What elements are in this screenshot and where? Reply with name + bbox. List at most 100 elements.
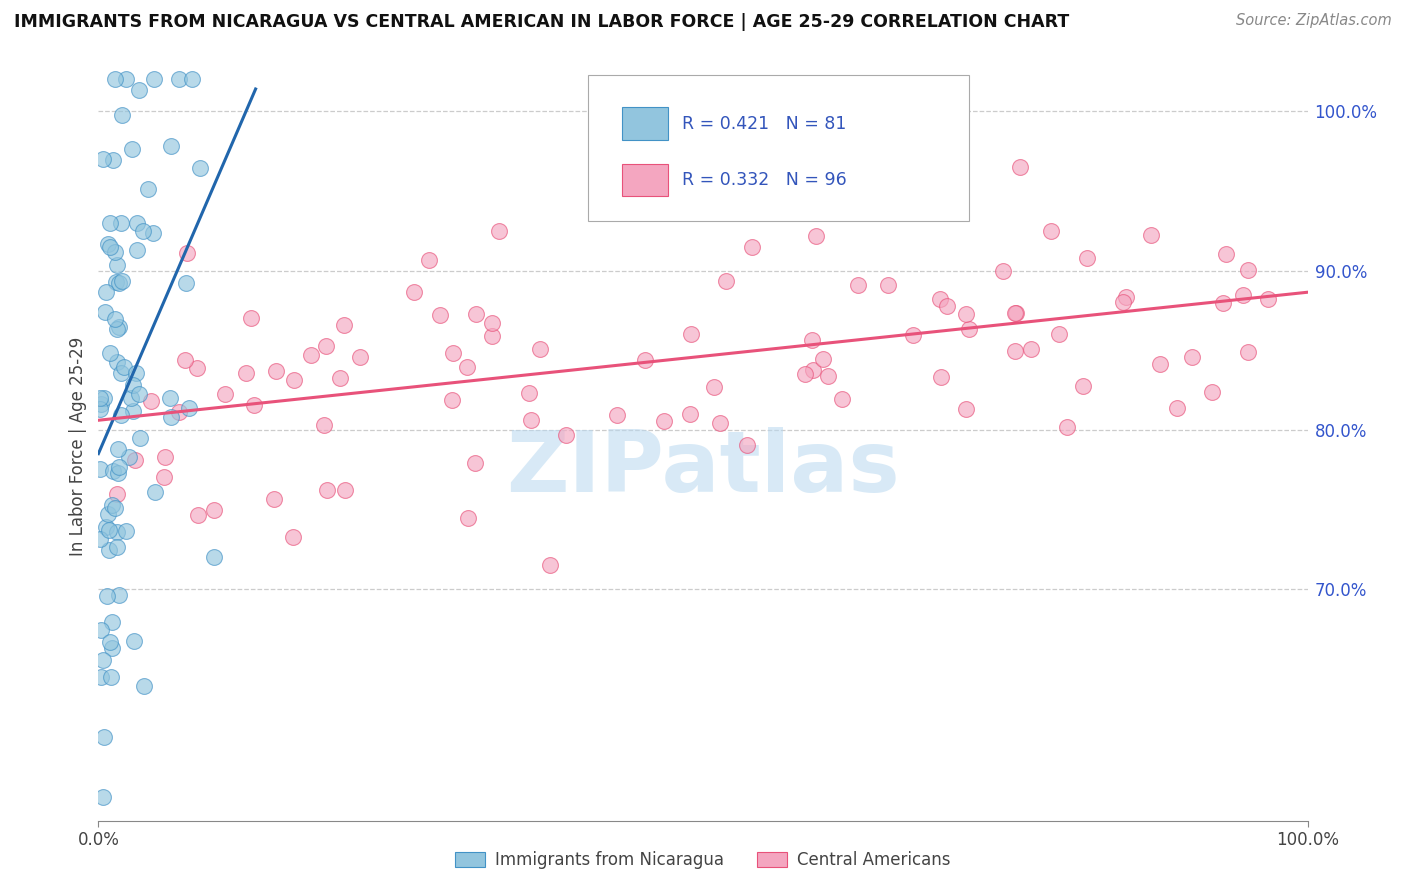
Point	[465, 307, 488, 321]
Point	[152, 470, 174, 484]
Point	[128, 83, 150, 97]
Point	[110, 366, 132, 380]
Point	[93, 730, 115, 744]
Point	[703, 380, 725, 394]
Point	[94, 305, 117, 319]
Point	[97, 507, 120, 521]
Point	[214, 387, 236, 401]
Point	[1215, 247, 1237, 261]
Point	[101, 464, 124, 478]
Point	[111, 274, 134, 288]
Point	[741, 240, 763, 254]
Point	[174, 276, 197, 290]
Point	[114, 524, 136, 539]
Point	[681, 327, 703, 342]
Text: IMMIGRANTS FROM NICARAGUA VS CENTRAL AMERICAN IN LABOR FORCE | AGE 25-29 CORRELA: IMMIGRANTS FROM NICARAGUA VS CENTRAL AME…	[14, 13, 1070, 31]
Point	[186, 361, 208, 376]
Point	[108, 319, 131, 334]
Point	[811, 351, 834, 366]
Point	[115, 72, 138, 87]
Point	[299, 348, 322, 362]
Point	[104, 72, 127, 87]
Point	[121, 142, 143, 156]
Point	[520, 413, 543, 427]
Point	[429, 308, 451, 322]
Point	[315, 339, 337, 353]
Point	[105, 258, 128, 272]
Point	[97, 237, 120, 252]
Point	[481, 316, 503, 330]
Point	[181, 72, 204, 87]
Point	[174, 352, 197, 367]
Point	[936, 299, 959, 313]
Point	[239, 310, 262, 325]
Point	[1115, 290, 1137, 304]
Point	[90, 623, 112, 637]
Point	[98, 524, 121, 538]
Point	[159, 391, 181, 405]
FancyBboxPatch shape	[588, 75, 969, 221]
Point	[1257, 292, 1279, 306]
Point	[242, 398, 264, 412]
Point	[129, 431, 152, 445]
Point	[538, 558, 561, 572]
Point	[464, 456, 486, 470]
Point	[831, 392, 853, 406]
Point	[160, 409, 183, 424]
Point	[1021, 342, 1043, 356]
Point	[139, 393, 162, 408]
Point	[112, 360, 135, 375]
Point	[481, 329, 503, 343]
Point	[127, 216, 149, 230]
Point	[125, 366, 148, 380]
Point	[107, 460, 129, 475]
Point	[105, 486, 128, 500]
Point	[1236, 263, 1258, 277]
Bar	[621, 107, 668, 140]
Point	[517, 386, 540, 401]
Point	[142, 226, 165, 240]
Point	[794, 367, 817, 381]
Point	[108, 588, 131, 602]
Point	[153, 450, 176, 465]
Point	[104, 275, 127, 289]
Point	[107, 442, 129, 457]
Point	[121, 404, 143, 418]
Point	[93, 391, 115, 405]
Point	[101, 640, 124, 655]
Point	[846, 277, 869, 292]
Point	[1212, 296, 1234, 310]
Point	[98, 635, 121, 649]
Point	[89, 391, 111, 405]
Point	[1076, 251, 1098, 265]
Point	[991, 264, 1014, 278]
Point	[1008, 160, 1031, 174]
Point	[316, 483, 339, 497]
Point	[1181, 350, 1204, 364]
Point	[312, 417, 335, 432]
Legend: Immigrants from Nicaragua, Central Americans: Immigrants from Nicaragua, Central Ameri…	[449, 845, 957, 876]
Point	[457, 511, 479, 525]
Point	[616, 169, 638, 184]
Point	[1112, 294, 1135, 309]
Point	[332, 318, 354, 332]
Point	[928, 292, 950, 306]
Point	[90, 396, 112, 410]
Point	[187, 508, 209, 523]
Point	[1166, 401, 1188, 415]
Text: ZIPatlas: ZIPatlas	[506, 427, 900, 510]
Point	[97, 543, 120, 558]
Point	[111, 108, 134, 122]
Point	[349, 351, 371, 365]
Point	[124, 453, 146, 467]
Point	[96, 285, 118, 299]
Point	[134, 679, 156, 693]
Point	[263, 491, 285, 506]
Point	[105, 355, 128, 369]
Point	[105, 524, 128, 539]
Point	[283, 530, 305, 544]
Point	[136, 182, 159, 196]
Point	[124, 633, 146, 648]
Point	[800, 333, 823, 347]
Point	[108, 276, 131, 290]
